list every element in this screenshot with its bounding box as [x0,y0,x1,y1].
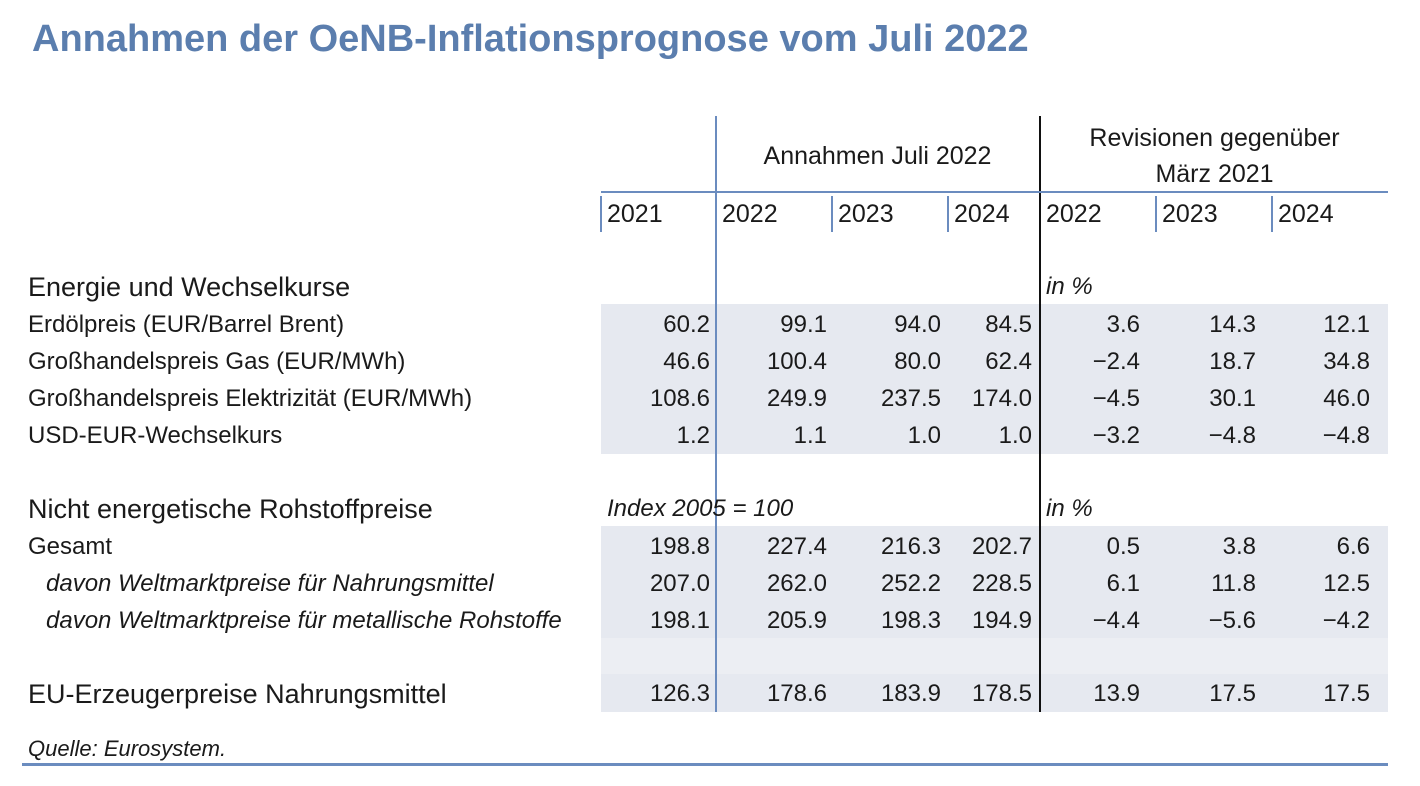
table-cell: 216.3 [880,533,941,560]
table-cell: 12.5 [1323,570,1370,597]
table-cell: 14.3 [1209,311,1256,338]
row-label: davon Weltmarktpreise für metallische Ro… [46,607,562,634]
table-cell: 6.1 [1106,570,1140,597]
table-cell: −2.4 [1092,348,1140,375]
table-cell: 12.1 [1323,311,1370,338]
table-cell: 249.9 [766,385,827,412]
unit-note: in % [1046,273,1093,300]
table-cell: 34.8 [1323,348,1370,375]
year-header: 2024 [954,200,1010,228]
table-cell: 84.5 [985,311,1032,338]
row-label: davon Weltmarktpreise für Nahrungsmittel [46,570,494,597]
table-cell: 46.0 [1323,385,1370,412]
table-cell: 99.1 [780,311,827,338]
table-cell: 3.6 [1106,311,1140,338]
table-cell: 62.4 [985,348,1032,375]
year-header: 2023 [838,200,894,228]
table-cell: 3.8 [1222,533,1256,560]
table-cell: −4.2 [1322,607,1370,634]
table-cell: 6.6 [1336,533,1370,560]
table-title: Annahmen der OeNB-Inflationsprognose vom… [32,18,1029,60]
table-cell: 11.8 [1211,570,1256,597]
table-cell: 228.5 [971,570,1032,597]
header-assumptions: Annahmen Juli 2022 [763,142,992,170]
bottom-rule [22,763,1388,766]
band-commodities [601,526,1388,638]
table-cell: 262.0 [766,570,827,597]
table-cell: 94.0 [894,311,941,338]
table-cell: 1.1 [793,422,827,449]
section-title-energy: Energie und Wechselkurse [28,272,351,302]
table-cell: 126.3 [649,680,710,707]
table-cell: 1.0 [907,422,941,449]
table-cell: −3.2 [1092,422,1140,449]
column-separator-2021 [715,116,717,712]
year-tick [1271,196,1273,232]
table-cell: 0.5 [1106,533,1140,560]
row-label: Erdölpreis (EUR/Barrel Brent) [28,311,345,338]
section-title-commodities: Nicht energetische Rohstoffpreise [28,494,433,524]
year-header: 2023 [1162,200,1218,228]
table-cell: −4.8 [1208,422,1256,449]
table-cell: 18.7 [1209,348,1256,375]
table-cell: 205.9 [766,607,827,634]
year-header: 2022 [1046,200,1102,228]
table-cell: −5.6 [1208,607,1256,634]
table-cell: 178.5 [971,680,1032,707]
table-cell: −4.4 [1092,607,1140,634]
table-cell: 30.1 [1209,385,1256,412]
table-cell: −4.8 [1322,422,1370,449]
table-cell: 252.2 [880,570,941,597]
header-revisions-line1: Revisionen gegenüber [1089,124,1340,152]
table-cell: 100.4 [766,348,827,375]
band-food-producer [601,674,1388,712]
table-cell: 17.5 [1323,680,1370,707]
year-header: 2022 [722,200,778,228]
table-cell: −4.5 [1092,385,1140,412]
table-cell: 207.0 [649,570,710,597]
table-cell: 237.5 [880,385,941,412]
year-tick [1155,196,1157,232]
year-header: 2024 [1278,200,1334,228]
column-separator-revisions [1039,116,1041,712]
table-cell: 227.4 [766,533,827,560]
row-label: Großhandelspreis Elektrizität (EUR/MWh) [28,385,473,412]
table-cell: 178.6 [766,680,827,707]
table-cell: 1.0 [998,422,1032,449]
table-cell: 198.8 [649,533,710,560]
table-cell: 174.0 [971,385,1032,412]
band-energy [601,304,1388,454]
table-cell: 198.3 [880,607,941,634]
table-cell: 183.9 [880,680,941,707]
year-header: 2021 [607,200,663,228]
year-tick [947,196,949,232]
table-cell: 80.0 [894,348,941,375]
band-gap [601,638,1388,674]
index-note: Index 2005 = 100 [607,495,794,522]
header-revisions-line2: März 2021 [1155,160,1274,188]
year-tick [600,196,602,232]
row-label: Gesamt [28,533,113,560]
source-note: Quelle: Eurosystem. [28,736,227,761]
header-rule [601,191,1388,193]
table-cell: 198.1 [649,607,710,634]
row-label: EU-Erzeugerpreise Nahrungsmittel [28,679,447,709]
table-cell: 46.6 [663,348,710,375]
table-cell: 1.2 [676,422,710,449]
table-cell: 194.9 [971,607,1032,634]
unit-note: in % [1046,495,1093,522]
year-tick [831,196,833,232]
table-cell: 13.9 [1093,680,1140,707]
row-label: USD-EUR-Wechselkurs [28,422,283,449]
table-cell: 60.2 [663,311,710,338]
table-cell: 202.7 [971,533,1032,560]
table-cell: 17.5 [1209,680,1256,707]
row-label: Großhandelspreis Gas (EUR/MWh) [28,348,406,375]
table-cell: 108.6 [649,385,710,412]
